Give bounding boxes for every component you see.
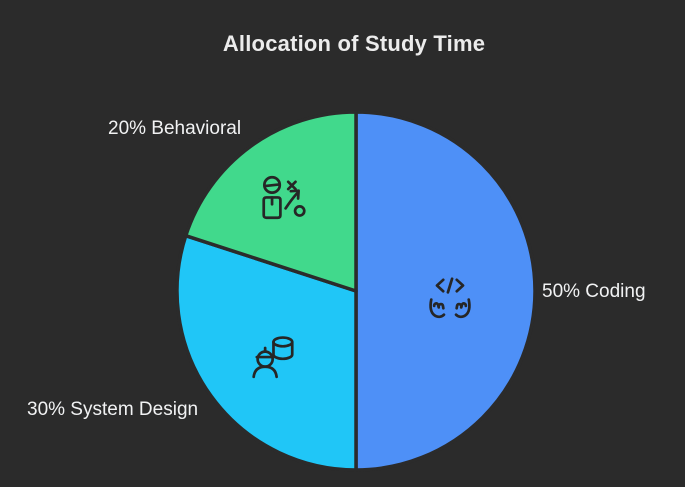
hands-holding-code-icon	[425, 272, 475, 322]
person-strategy-icon	[258, 174, 308, 224]
chart-title: Allocation of Study Time	[222, 31, 486, 56]
slice-label-behavioral: 20% Behavioral	[108, 118, 242, 139]
pie-slice-coding[interactable]	[354, 110, 537, 472]
slice-label-system-design: 30% System Design	[27, 399, 199, 420]
engineer-database-icon	[249, 331, 299, 381]
slice-label-coding: 50% Coding	[542, 281, 646, 302]
